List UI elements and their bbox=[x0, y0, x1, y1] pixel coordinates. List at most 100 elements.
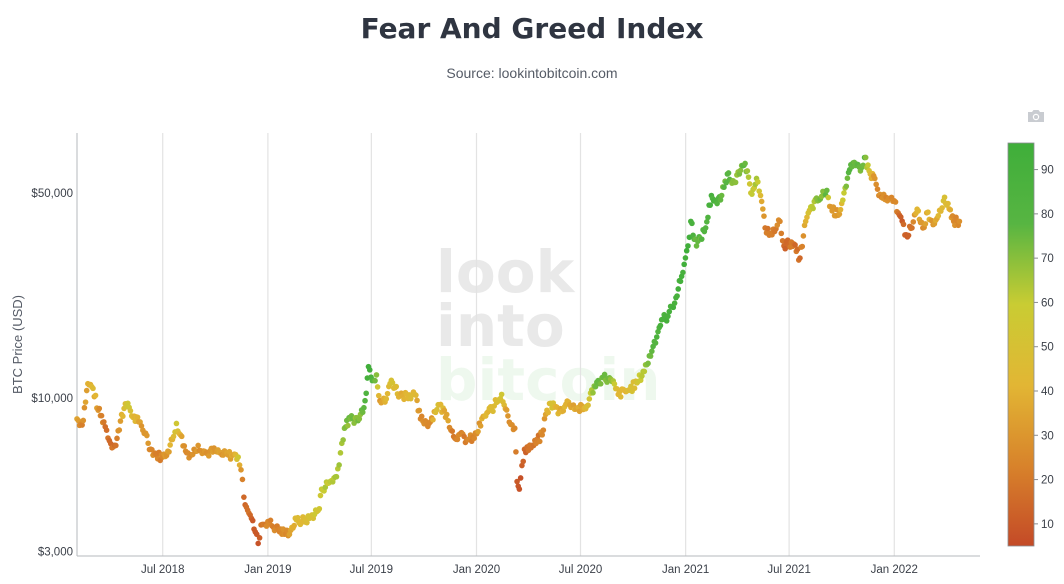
data-point bbox=[653, 334, 660, 340]
data-point bbox=[677, 278, 684, 285]
data-point bbox=[101, 419, 107, 425]
data-point bbox=[443, 411, 450, 418]
colorbar-tick-label: 60 bbox=[1041, 297, 1054, 309]
data-point bbox=[665, 313, 671, 320]
data-point bbox=[138, 423, 145, 429]
data-point bbox=[840, 197, 846, 203]
data-point bbox=[336, 462, 342, 468]
data-point bbox=[249, 517, 256, 524]
y-tick-label: $3,000 bbox=[38, 547, 73, 559]
page-subtitle: Source: lookintobitcoin.com bbox=[446, 65, 618, 81]
data-point bbox=[205, 453, 212, 459]
data-point bbox=[92, 392, 99, 399]
data-point bbox=[490, 408, 496, 415]
data-point bbox=[317, 492, 324, 499]
data-point bbox=[120, 413, 126, 420]
data-point bbox=[649, 348, 655, 355]
data-point bbox=[414, 397, 420, 404]
data-point bbox=[836, 211, 843, 217]
data-point bbox=[746, 181, 753, 187]
data-point bbox=[693, 243, 700, 249]
data-point bbox=[804, 214, 810, 221]
colorbar-tick-label: 50 bbox=[1041, 342, 1054, 354]
data-point bbox=[601, 371, 608, 378]
data-point bbox=[373, 372, 380, 378]
data-point bbox=[663, 318, 670, 324]
data-point bbox=[539, 432, 546, 438]
data-point bbox=[631, 385, 638, 392]
data-point bbox=[454, 436, 461, 443]
y-tick-label: $10,000 bbox=[31, 393, 73, 405]
data-point bbox=[541, 415, 548, 422]
colorbar-tick-label: 70 bbox=[1041, 253, 1054, 265]
data-point bbox=[777, 218, 783, 225]
data-point bbox=[721, 184, 727, 191]
data-point bbox=[127, 408, 134, 414]
data-point bbox=[756, 188, 763, 194]
data-point bbox=[956, 218, 963, 225]
data-point bbox=[536, 438, 543, 445]
data-point bbox=[195, 442, 201, 449]
data-point bbox=[170, 433, 177, 440]
data-point bbox=[683, 247, 690, 254]
x-tick-label: Jul 2019 bbox=[350, 564, 393, 576]
data-point bbox=[239, 476, 246, 483]
data-point bbox=[98, 412, 105, 419]
data-point bbox=[757, 192, 764, 199]
data-point bbox=[810, 205, 816, 212]
watermark-line: look bbox=[436, 238, 576, 306]
colorbar-tick-label: 30 bbox=[1041, 430, 1054, 442]
data-point bbox=[375, 392, 382, 399]
data-point bbox=[114, 435, 120, 442]
data-point bbox=[586, 396, 593, 402]
data-point bbox=[117, 418, 124, 424]
data-point bbox=[79, 422, 85, 428]
data-point bbox=[238, 467, 244, 473]
data-point bbox=[792, 242, 798, 248]
data-point bbox=[113, 442, 119, 449]
data-point bbox=[514, 478, 520, 485]
camera-icon[interactable] bbox=[1026, 108, 1046, 124]
data-point bbox=[682, 255, 689, 261]
data-point bbox=[666, 308, 673, 315]
data-point bbox=[372, 377, 378, 384]
data-point bbox=[647, 353, 654, 359]
data-point bbox=[590, 389, 596, 396]
data-point bbox=[592, 383, 599, 390]
data-point bbox=[760, 206, 766, 212]
data-point bbox=[910, 219, 917, 225]
data-point bbox=[441, 407, 448, 414]
data-point bbox=[384, 390, 391, 397]
data-point bbox=[705, 214, 711, 221]
data-point bbox=[909, 225, 915, 231]
data-point bbox=[449, 428, 456, 434]
data-point bbox=[389, 380, 396, 386]
data-point bbox=[337, 450, 344, 456]
data-point bbox=[841, 190, 847, 196]
data-point bbox=[799, 243, 806, 250]
data-point bbox=[617, 394, 624, 400]
data-point bbox=[316, 505, 323, 512]
data-point bbox=[761, 213, 767, 219]
colorbar-tick-label: 90 bbox=[1041, 165, 1054, 177]
data-point bbox=[905, 232, 912, 239]
data-point bbox=[304, 519, 310, 526]
data-point bbox=[681, 261, 687, 268]
data-point bbox=[96, 405, 103, 412]
data-point bbox=[145, 440, 151, 447]
data-point bbox=[516, 486, 523, 492]
data-point bbox=[765, 225, 771, 232]
data-point bbox=[333, 473, 340, 480]
data-point bbox=[363, 390, 369, 397]
data-point bbox=[540, 427, 547, 433]
data-point bbox=[434, 406, 440, 413]
data-point bbox=[782, 245, 789, 252]
data-point bbox=[800, 233, 807, 239]
data-point bbox=[345, 422, 351, 429]
data-point bbox=[689, 220, 695, 227]
y-axis-label: BTC Price (USD) bbox=[10, 295, 25, 394]
data-point bbox=[749, 191, 755, 197]
data-point bbox=[935, 212, 942, 219]
data-point bbox=[294, 514, 301, 521]
data-point bbox=[758, 198, 765, 205]
